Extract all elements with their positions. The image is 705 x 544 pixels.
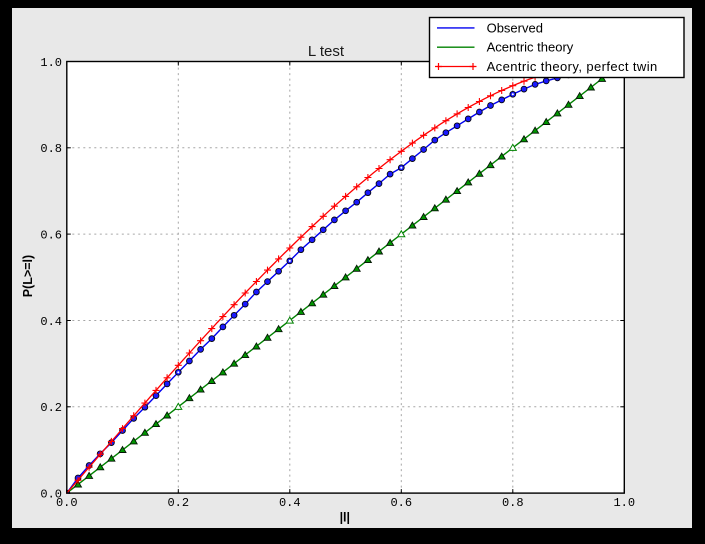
svg-text:Acentric theory, perfect twin: Acentric theory, perfect twin — [487, 59, 658, 74]
svg-text:0.8: 0.8 — [502, 496, 524, 510]
svg-text:0.6: 0.6 — [390, 496, 412, 510]
svg-text:0.8: 0.8 — [40, 142, 62, 156]
svg-text:1.0: 1.0 — [40, 56, 62, 70]
svg-text:Acentric theory: Acentric theory — [487, 40, 574, 55]
svg-text:0.6: 0.6 — [40, 228, 62, 242]
svg-text:0.4: 0.4 — [279, 496, 301, 510]
svg-text:Observed: Observed — [487, 20, 543, 35]
svg-text:1.0: 1.0 — [613, 496, 635, 510]
svg-text:|l|: |l| — [340, 511, 350, 525]
svg-text:P(L>=l): P(L>=l) — [21, 255, 35, 297]
svg-text:0.2: 0.2 — [167, 496, 189, 510]
svg-text:0.0: 0.0 — [56, 496, 78, 510]
svg-text:0.2: 0.2 — [40, 401, 62, 415]
svg-text:L test: L test — [308, 43, 345, 60]
svg-text:0.0: 0.0 — [40, 487, 62, 501]
svg-text:0.4: 0.4 — [40, 315, 62, 329]
